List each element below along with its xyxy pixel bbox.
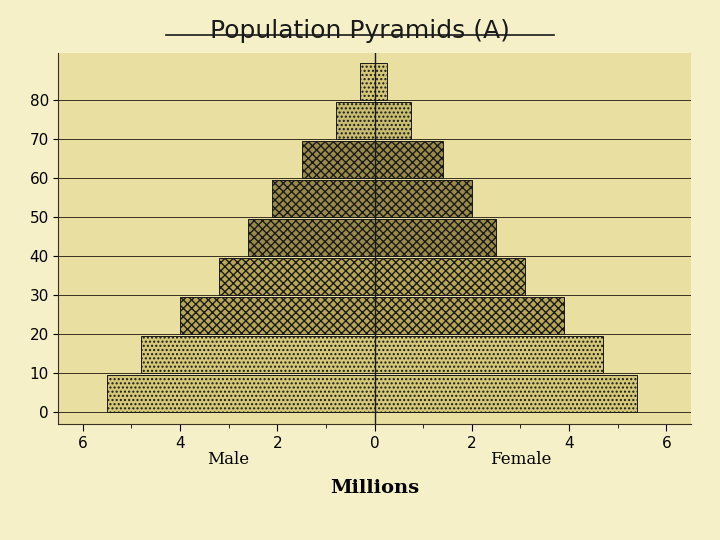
- Bar: [374, 297, 564, 334]
- Bar: [374, 336, 603, 373]
- Bar: [336, 102, 374, 139]
- Bar: [180, 297, 374, 334]
- Text: Millions: Millions: [330, 479, 419, 497]
- Bar: [219, 258, 374, 295]
- Bar: [248, 219, 374, 256]
- Bar: [272, 180, 374, 217]
- Bar: [374, 375, 637, 413]
- Bar: [374, 63, 387, 100]
- Text: Female: Female: [490, 451, 551, 469]
- Bar: [374, 219, 496, 256]
- Bar: [141, 336, 374, 373]
- Bar: [302, 141, 374, 178]
- Bar: [374, 180, 472, 217]
- Bar: [374, 141, 443, 178]
- Bar: [374, 258, 526, 295]
- Bar: [107, 375, 374, 413]
- Text: Male: Male: [207, 451, 250, 469]
- Bar: [374, 102, 411, 139]
- Text: Population Pyramids (A): Population Pyramids (A): [210, 19, 510, 43]
- Bar: [360, 63, 374, 100]
